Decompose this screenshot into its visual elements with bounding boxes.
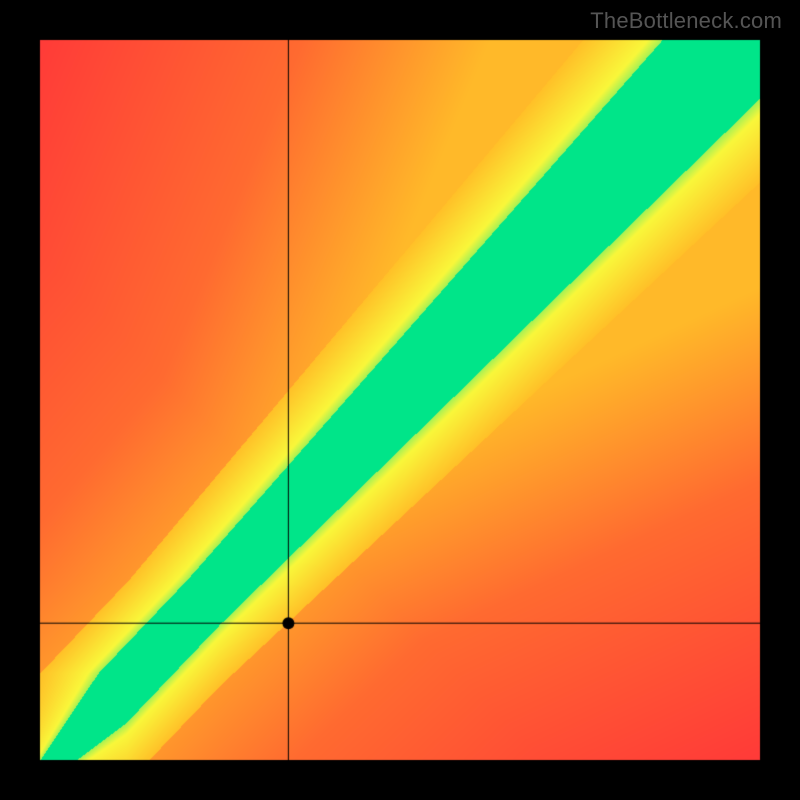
bottleneck-heatmap-canvas xyxy=(0,0,800,800)
watermark-text: TheBottleneck.com xyxy=(590,8,782,34)
chart-container: TheBottleneck.com xyxy=(0,0,800,800)
